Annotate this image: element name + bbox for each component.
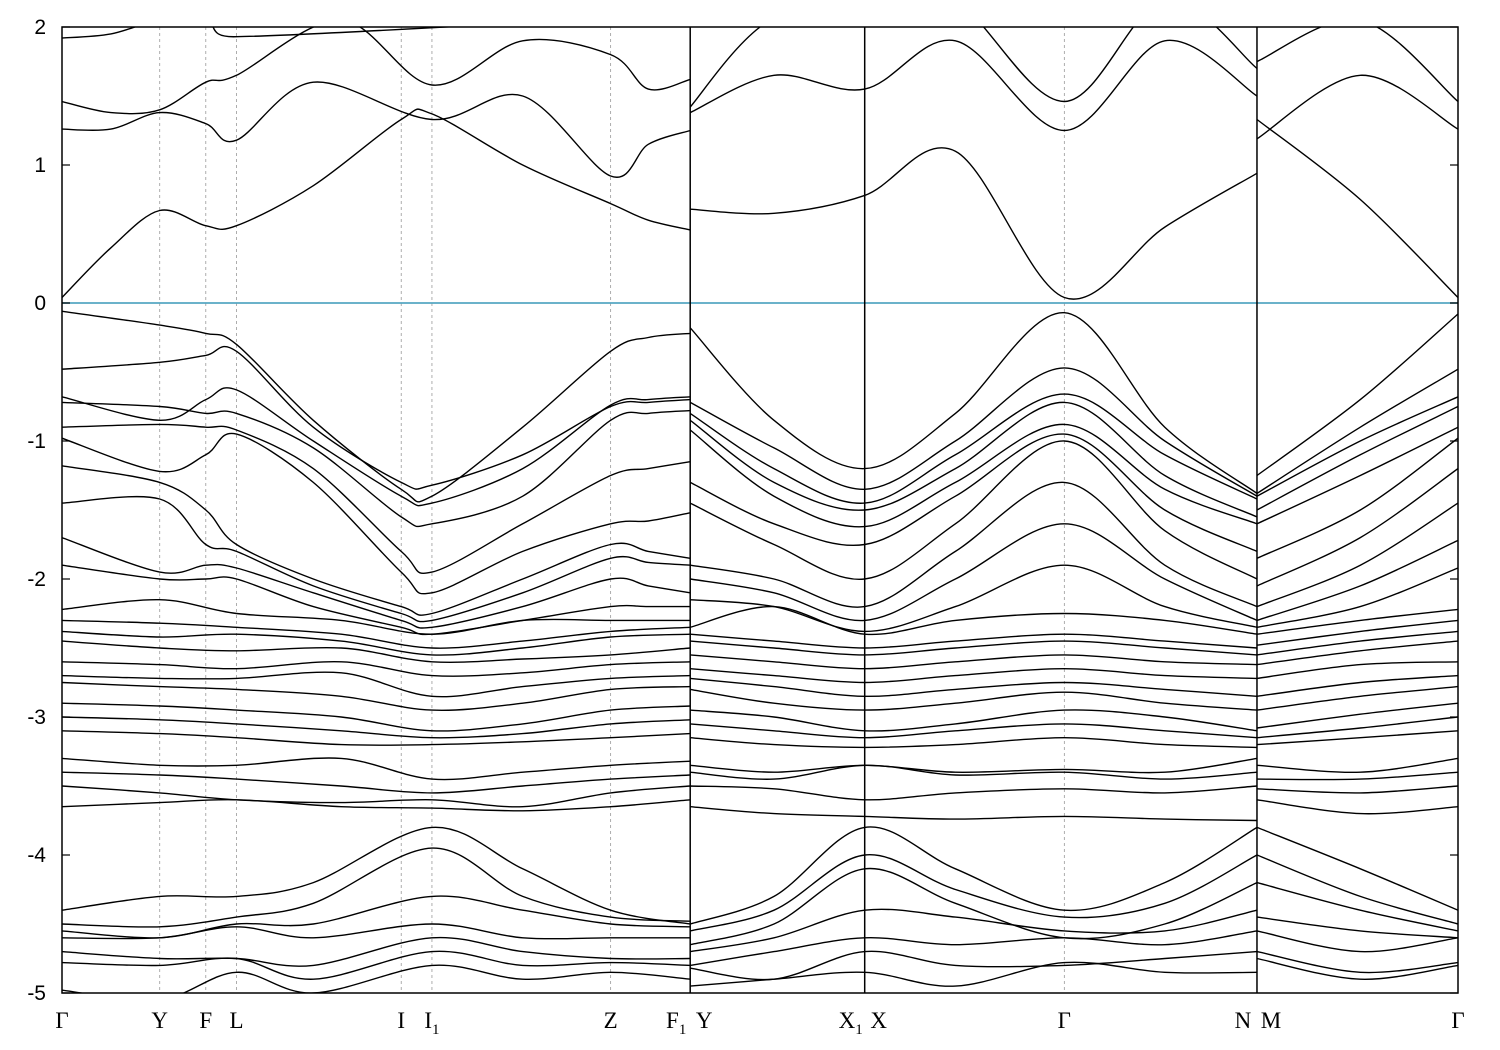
band-line-v18 — [62, 702, 1458, 732]
y-tick-label: -5 — [27, 982, 46, 1005]
path-break-lines — [689, 27, 1258, 993]
band-line-v14 — [62, 640, 1458, 670]
band-line-v21 — [62, 757, 1458, 781]
band-line-c2 — [62, 39, 1458, 178]
y-tick-label: 1 — [34, 154, 46, 177]
kpoint-label: X1 — [839, 1008, 863, 1038]
x-axis-kpoint-labels: Γ Y F L I I1 Z F1 Y X1 X Γ N M Γ — [55, 1008, 1464, 1038]
band-line-v7 — [62, 440, 1458, 616]
kpoint-label: L — [229, 1008, 243, 1033]
y-tick-label: -1 — [27, 430, 46, 453]
kpoint-label: N — [1235, 1008, 1252, 1033]
band-line-d6 — [62, 950, 1458, 981]
band-line-v1 — [62, 310, 1458, 503]
kpoint-label: Γ — [1451, 1008, 1464, 1033]
y-tick-label: -3 — [27, 706, 46, 729]
band-line-v17 — [62, 681, 1458, 711]
band-line-v20 — [62, 730, 1458, 749]
band-line-v5 — [62, 423, 1458, 574]
y-tick-label: -2 — [27, 568, 46, 591]
band-line-v19 — [62, 716, 1458, 739]
band-line-v22 — [62, 764, 1458, 794]
band-line-v23 — [62, 785, 1458, 808]
band-line-v15 — [62, 660, 1458, 684]
band-line-d7 — [62, 957, 1458, 993]
band-line-v9 — [62, 523, 1458, 629]
kpoint-label: I — [397, 1008, 405, 1033]
band-line-v6 — [62, 432, 1458, 595]
band-line-d2 — [62, 847, 1458, 932]
kpoint-label: I1 — [424, 1008, 439, 1038]
band-line-v13 — [62, 630, 1458, 656]
band-line-c1 — [62, 108, 1458, 300]
band-line-c3 — [62, 27, 1458, 115]
band-line-c4 — [62, 27, 460, 39]
y-tick-label: 2 — [34, 16, 46, 39]
kpoint-label: Y — [696, 1008, 713, 1033]
kpoint-label: Y — [151, 1008, 168, 1033]
plot-frame — [61, 26, 1459, 994]
band-line-v2 — [62, 345, 1458, 497]
band-line-v16 — [62, 671, 1458, 698]
kpoint-label: Γ — [1058, 1008, 1071, 1033]
y-axis-ticks: -5 -4 -3 -2 -1 0 1 2 — [27, 16, 1458, 1005]
band-line-d3 — [62, 867, 1458, 946]
kpoint-label: Γ — [55, 1008, 68, 1033]
band-line-v24 — [62, 798, 1458, 822]
band-line-v8 — [62, 481, 1458, 623]
band-line-d4 — [62, 908, 1458, 953]
band-line-v12 — [62, 619, 1458, 649]
kpoint-grid-lines — [159, 27, 1258, 993]
kpoint-label: F — [199, 1008, 212, 1033]
band-line-d1 — [62, 826, 1458, 925]
y-tick-label: 0 — [34, 292, 46, 315]
kpoint-label: F1 — [666, 1008, 686, 1038]
kpoint-label: Z — [604, 1008, 618, 1033]
band-line-d5 — [62, 930, 1458, 967]
kpoint-label: M — [1261, 1008, 1281, 1033]
kpoint-label: X — [870, 1008, 887, 1033]
band-line-v11 — [62, 598, 1458, 636]
band-line-v3 — [62, 387, 1458, 507]
band-line-v4 — [62, 401, 1458, 528]
band-lines — [62, 27, 1458, 993]
y-tick-label: -4 — [27, 844, 46, 867]
